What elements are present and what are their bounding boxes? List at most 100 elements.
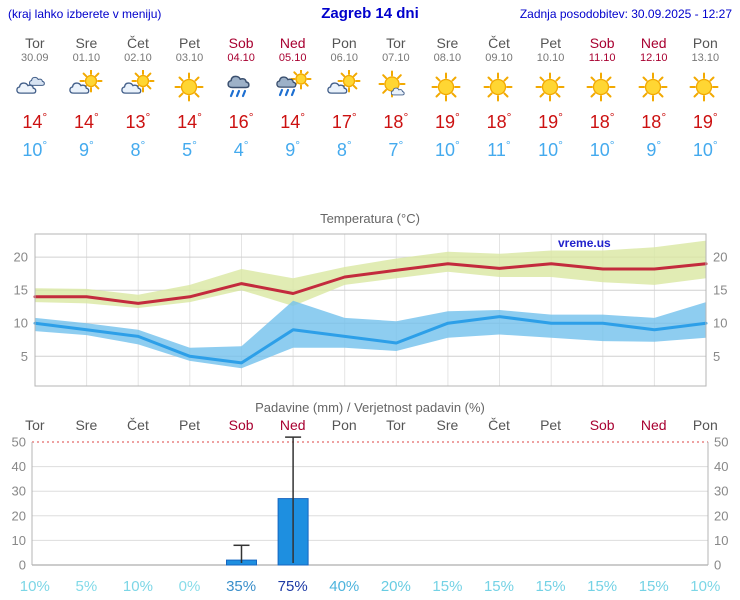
day-date: 11.10	[588, 52, 616, 64]
day-column[interactable]: Sre 01.10 14° 9°	[61, 35, 113, 161]
day-column[interactable]: Pon 13.10 19° 10°	[680, 35, 732, 161]
svg-text:0: 0	[19, 558, 26, 573]
svg-text:20: 20	[14, 250, 28, 265]
svg-text:40: 40	[714, 459, 728, 474]
day-column[interactable]: Tor 30.09 14° 10°	[9, 35, 61, 161]
day-column[interactable]: Čet 09.10 18° 11°	[473, 35, 525, 161]
precip-day-label: Pon	[692, 417, 718, 433]
day-name: Tor	[386, 35, 406, 51]
day-name: Pon	[692, 35, 718, 51]
precip-day-label: Ned	[279, 417, 306, 433]
cloudy-icon	[9, 70, 61, 106]
svg-text:50: 50	[714, 435, 728, 450]
day-column[interactable]: Čet 02.10 13° 8°	[112, 35, 164, 161]
precip-day-label: Sob	[589, 417, 615, 433]
precip-day-label: Čet	[488, 417, 510, 433]
precip-probability: 10%	[690, 578, 721, 595]
temp-max: 14°	[280, 110, 306, 132]
day-name: Sre	[75, 35, 98, 51]
temp-max: 19°	[538, 110, 563, 132]
precip-probability-row: 10% 5% 10% 0% 35% 75% 40% 20% 15% 15% 15% 15% 15% 10%	[9, 578, 731, 595]
day-column[interactable]: Tor 07.10 18° 7°	[370, 35, 422, 161]
forecast-days-row: Tor 30.09 14° 10° Sre 01.10 14° 9° Čet 02.10 13° 8°…	[9, 35, 731, 161]
day-date: 05.10	[278, 52, 307, 64]
day-name: Sob	[589, 35, 615, 51]
svg-text:10: 10	[713, 316, 727, 331]
temp-max: 18°	[641, 110, 667, 132]
menu-hint: (kraj lahko izberete v meniju)	[8, 7, 162, 21]
day-name: Sre	[436, 35, 459, 51]
vreme-watermark: vreme.us	[558, 236, 611, 250]
precipitation-chart-title: Padavine (mm) / Verjetnost padavin (%)	[255, 400, 485, 415]
temp-min: 9°	[78, 138, 94, 160]
day-name: Ned	[279, 35, 306, 51]
svg-text:30: 30	[714, 484, 728, 499]
temp-max: 18°	[589, 110, 615, 132]
svg-text:20: 20	[714, 508, 728, 523]
sunny-icon	[680, 70, 732, 106]
precip-probability: 15%	[483, 578, 514, 595]
day-column[interactable]: Pon 06.10 17° 8°	[318, 35, 370, 161]
precip-probability: 15%	[587, 578, 618, 595]
day-date: 06.10	[330, 52, 359, 64]
svg-text:40: 40	[12, 459, 26, 474]
day-date: 30.09	[21, 52, 49, 64]
day-name: Čet	[488, 35, 510, 51]
temp-max: 18°	[383, 110, 409, 132]
temp-min: 10°	[434, 138, 460, 160]
page-title: Zagreb 14 dni	[321, 5, 419, 22]
temp-min: 10°	[538, 138, 563, 160]
precip-probability: 15%	[432, 578, 463, 595]
svg-text:0: 0	[714, 558, 721, 573]
day-column[interactable]: Sre 08.10 19° 10°	[422, 35, 474, 161]
precip-day-label: Ned	[640, 417, 667, 433]
partly-icon	[112, 69, 164, 106]
sunny-icon	[422, 70, 474, 106]
precip-day-label: Pet	[540, 417, 562, 433]
day-date: 10.10	[536, 52, 565, 64]
last-updated: Zadnja posodobitev: 30.09.2025 - 12:27	[519, 7, 732, 21]
day-date: 09.10	[485, 52, 513, 64]
temperature-chart-title: Temperatura (°C)	[320, 211, 420, 226]
temp-max: 13°	[125, 110, 151, 132]
precip-probability: 15%	[535, 578, 566, 595]
precip-day-labels-row: Tor Sre Čet Pet Sob Ned Pon Tor Sre Čet Pet Sob Ned P…	[9, 417, 731, 433]
svg-text:10: 10	[14, 316, 28, 331]
day-date: 01.10	[72, 52, 101, 64]
temp-max: 17°	[331, 110, 357, 132]
precip-day-label: Sob	[228, 417, 254, 433]
temperature-chart: 5 5 10 10 15 15 20 20 vreme.us	[0, 228, 740, 398]
precip-day-label: Tor	[386, 417, 406, 433]
svg-text:10: 10	[12, 533, 26, 548]
temp-min: 11°	[487, 138, 511, 160]
partly-icon	[318, 69, 370, 106]
day-name: Čet	[127, 35, 149, 51]
temp-min: 9°	[646, 138, 662, 160]
precip-day-label: Sre	[75, 417, 98, 433]
day-column[interactable]: Sob 04.10 16° 4°	[215, 35, 267, 161]
precip-probability: 10%	[19, 578, 50, 595]
precip-day-label: Pon	[331, 417, 357, 433]
sunny-icon	[576, 70, 628, 106]
day-column[interactable]: Sob 11.10 18° 10°	[576, 35, 628, 161]
precip-probability: 35%	[226, 578, 257, 595]
precipitation-chart: 0 0 10 10 20 20 30 30 40 40 50 50	[0, 433, 740, 578]
svg-text:20: 20	[713, 250, 727, 265]
day-name: Tor	[25, 35, 45, 51]
day-column[interactable]: Ned 12.10 18° 9°	[628, 35, 680, 161]
svg-text:15: 15	[14, 283, 28, 298]
day-column[interactable]: Pet 03.10 14° 5°	[164, 35, 216, 161]
rain-icon	[215, 70, 267, 106]
temp-min: 5°	[182, 138, 197, 160]
precip-day-label: Tor	[25, 417, 45, 433]
day-name: Ned	[640, 35, 667, 51]
mostly-sunny-icon	[370, 70, 422, 106]
sunny-icon	[164, 70, 216, 106]
day-column[interactable]: Ned 05.10 14° 9°	[267, 35, 319, 161]
temp-max: 19°	[692, 110, 718, 132]
sunny-icon	[525, 70, 577, 106]
day-column[interactable]: Pet 10.10 19° 10°	[525, 35, 577, 161]
day-date: 04.10	[227, 52, 255, 64]
temp-max: 14°	[73, 110, 99, 132]
precip-probability: 75%	[277, 578, 308, 595]
